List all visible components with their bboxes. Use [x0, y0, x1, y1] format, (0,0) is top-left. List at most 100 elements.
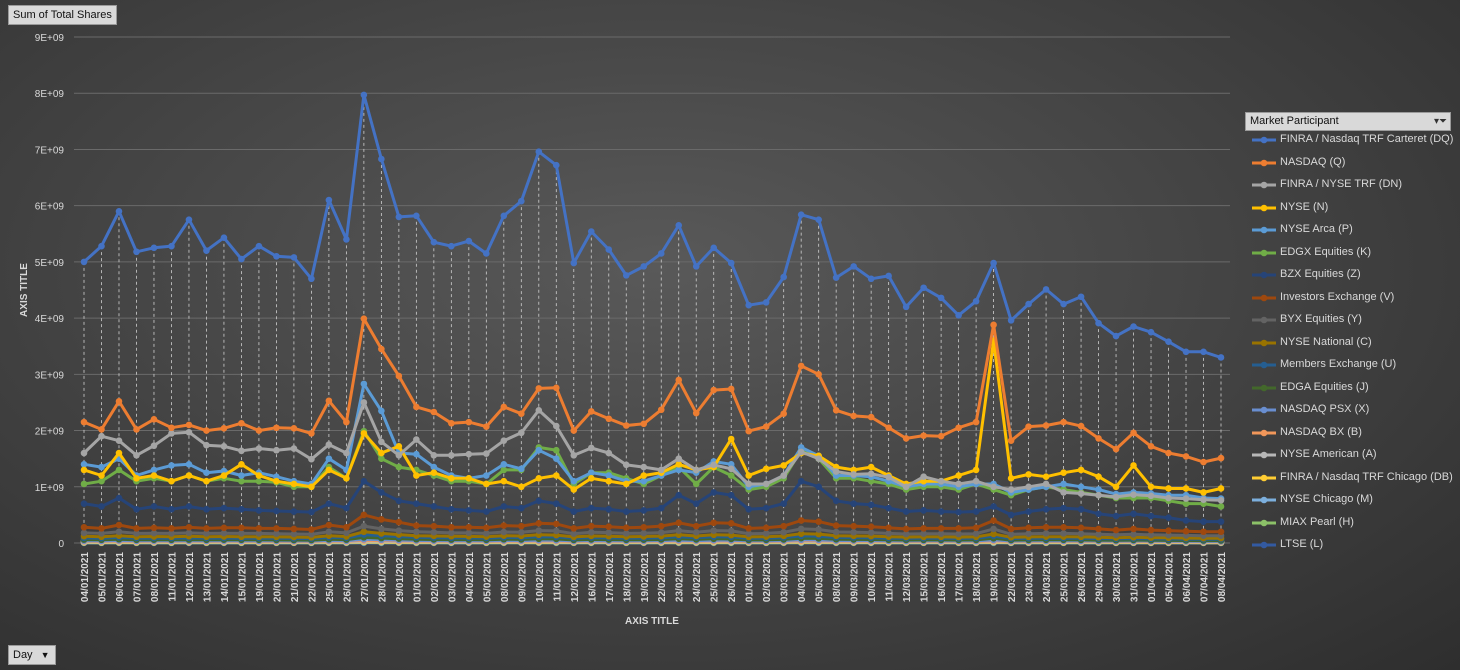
data-point	[727, 491, 735, 499]
data-point	[500, 212, 508, 220]
data-point	[378, 489, 385, 496]
y-tick-label: 8E+09	[35, 89, 65, 100]
data-point	[203, 441, 210, 449]
x-tick-label: 30/03/2021	[1112, 552, 1123, 602]
x-tick-label: 14/01/2021	[220, 552, 231, 602]
data-point	[1095, 525, 1102, 533]
data-point	[1007, 486, 1015, 493]
dropdown-arrow-icon: ▼	[40, 650, 50, 660]
y-tick-label: 6E+09	[35, 202, 65, 213]
x-tick-label: 11/01/2021	[167, 552, 178, 602]
data-point	[500, 528, 508, 536]
data-point	[150, 442, 158, 450]
data-point	[762, 504, 770, 512]
x-tick-label: 01/04/2021	[1147, 552, 1158, 602]
data-point	[448, 475, 455, 482]
x-tick-label: 08/03/2021	[832, 552, 843, 602]
data-point	[133, 505, 140, 513]
data-point	[972, 477, 980, 485]
legend-item: NYSE (N)	[1245, 199, 1451, 222]
data-point	[238, 505, 245, 513]
legend-item: NASDAQ PSX (X)	[1245, 401, 1451, 424]
data-point	[587, 469, 595, 477]
data-point	[990, 530, 997, 538]
data-point	[955, 480, 962, 488]
values-field-button[interactable]: Sum of Total Shares	[8, 5, 117, 25]
data-point	[535, 475, 543, 482]
data-point	[518, 529, 525, 536]
data-point	[535, 446, 543, 454]
legend-swatch	[1252, 339, 1276, 346]
data-point	[797, 448, 805, 456]
data-point	[815, 455, 822, 462]
data-point	[640, 472, 648, 479]
data-point	[1165, 449, 1172, 457]
data-point	[1007, 475, 1015, 482]
data-point	[1147, 526, 1155, 534]
data-point	[325, 397, 333, 405]
data-point	[937, 477, 945, 485]
axis-field-button[interactable]: Day ▼	[8, 645, 56, 665]
data-point	[1217, 503, 1225, 510]
data-point	[430, 503, 438, 510]
x-tick-label: 18/03/2021	[972, 552, 983, 602]
data-point	[465, 529, 473, 537]
x-tick-label: 12/01/2021	[185, 552, 196, 602]
data-point	[692, 529, 700, 536]
line-chart: 0 1E+09 2E+09 3E+09 4E+09 5E+09 6E+09 7E+09 8E+0…	[19, 33, 1230, 627]
data-point	[378, 407, 385, 415]
data-point	[308, 526, 315, 533]
x-tick-label: 04/02/2021	[465, 552, 476, 602]
data-point	[378, 438, 385, 446]
x-tick-label: 31/03/2021	[1130, 552, 1141, 602]
data-point	[1217, 518, 1225, 525]
data-point	[780, 472, 787, 479]
x-tick-label: 17/03/2021	[955, 552, 966, 602]
legend-label: NYSE National (C)	[1280, 335, 1372, 348]
filter-icon[interactable]: ▾⏷	[1433, 116, 1447, 127]
data-point	[133, 451, 140, 459]
data-point	[115, 466, 123, 474]
legend-field-button[interactable]: Market Participant ▾⏷	[1245, 112, 1451, 131]
data-point	[465, 507, 473, 514]
data-point	[1060, 523, 1067, 531]
data-point	[308, 455, 315, 463]
data-point	[1112, 332, 1120, 340]
data-point	[1130, 462, 1137, 469]
x-tick-label: 10/02/2021	[535, 552, 546, 602]
data-point	[238, 255, 245, 263]
data-point	[430, 408, 438, 416]
data-point	[815, 518, 822, 525]
data-point	[1165, 338, 1172, 346]
data-point	[885, 272, 892, 280]
data-point	[343, 475, 350, 482]
data-point	[692, 466, 700, 474]
data-point	[1042, 286, 1050, 293]
data-point	[220, 524, 228, 532]
data-point	[1130, 429, 1137, 437]
legend-label: NYSE Chicago (M)	[1280, 493, 1373, 505]
data-point	[255, 507, 263, 514]
data-point	[1130, 491, 1137, 498]
data-point	[605, 505, 613, 513]
data-point	[762, 465, 770, 473]
data-point	[483, 524, 490, 532]
data-point	[448, 242, 455, 250]
series-1	[80, 315, 1225, 466]
x-tick-label: 15/01/2021	[237, 552, 248, 602]
data-point	[98, 477, 105, 485]
legend-item: BZX Equities (Z)	[1245, 266, 1451, 289]
data-point	[1182, 485, 1190, 492]
data-point	[1077, 490, 1085, 497]
x-tick-label: 26/03/2021	[1077, 552, 1088, 602]
data-point	[902, 525, 910, 533]
data-point	[902, 435, 910, 442]
data-point	[797, 517, 805, 524]
legend-swatch	[1252, 249, 1276, 256]
data-point	[727, 520, 735, 527]
data-point	[185, 503, 193, 510]
data-point	[360, 477, 368, 485]
legend-swatch	[1252, 429, 1276, 436]
x-tick-label: 29/01/2021	[395, 552, 406, 602]
data-point	[238, 447, 245, 455]
